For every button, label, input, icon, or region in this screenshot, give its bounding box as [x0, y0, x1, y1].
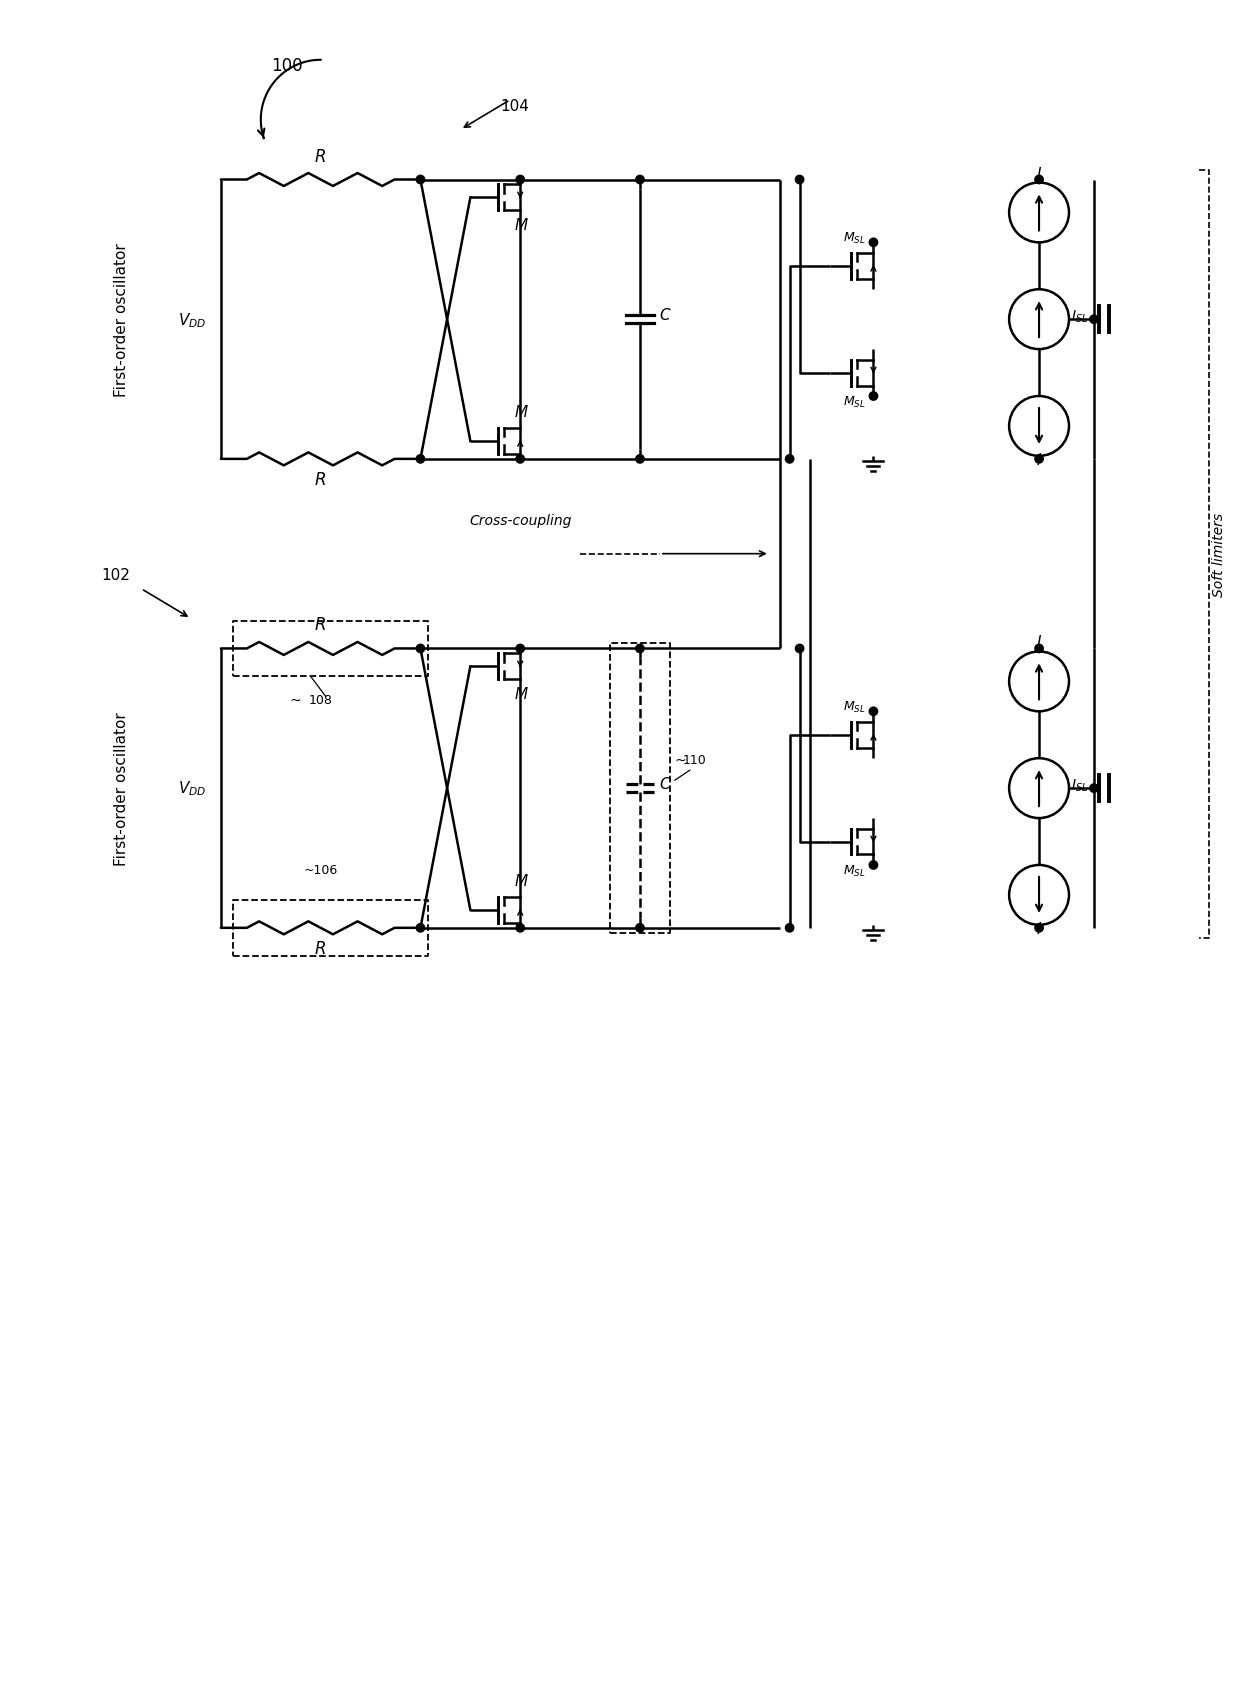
Text: R: R [315, 148, 326, 165]
Circle shape [516, 455, 525, 464]
Circle shape [869, 239, 878, 248]
Text: 104: 104 [500, 98, 529, 114]
Text: ~106: ~106 [304, 864, 337, 876]
Circle shape [516, 177, 525, 185]
Circle shape [1090, 784, 1099, 793]
Circle shape [1035, 455, 1043, 464]
Text: C: C [658, 776, 670, 791]
Text: $I_{SL}$: $I_{SL}$ [1071, 307, 1087, 324]
Circle shape [417, 924, 424, 932]
Circle shape [636, 455, 644, 464]
Text: R: R [315, 470, 326, 489]
Text: I: I [1037, 166, 1042, 182]
Text: 102: 102 [102, 567, 130, 582]
Circle shape [636, 177, 644, 185]
Text: First-order oscillator: First-order oscillator [114, 243, 129, 397]
Text: 108: 108 [309, 694, 332, 706]
Text: ~: ~ [675, 752, 686, 767]
Text: $M_{SL}$: $M_{SL}$ [843, 863, 866, 878]
Circle shape [785, 455, 794, 464]
Circle shape [417, 177, 424, 185]
Text: $I_{SL}$: $I_{SL}$ [1071, 776, 1087, 793]
Circle shape [1035, 924, 1043, 932]
Text: C: C [658, 307, 670, 323]
Text: R: R [315, 616, 326, 633]
Text: $V_{DD}$: $V_{DD}$ [177, 779, 206, 798]
Text: ~: ~ [290, 693, 301, 706]
Text: I: I [1037, 922, 1042, 936]
Text: First-order oscillator: First-order oscillator [114, 711, 129, 866]
Circle shape [417, 455, 424, 464]
Circle shape [516, 924, 525, 932]
Circle shape [795, 177, 804, 185]
Text: Cross-coupling: Cross-coupling [469, 513, 572, 528]
Circle shape [636, 924, 644, 932]
Text: $M_{SL}$: $M_{SL}$ [843, 231, 866, 246]
Circle shape [417, 645, 424, 654]
Text: M: M [515, 873, 528, 888]
Circle shape [636, 645, 644, 654]
Text: 100: 100 [270, 56, 303, 75]
Text: I: I [1037, 453, 1042, 467]
Circle shape [1090, 316, 1099, 324]
Circle shape [785, 924, 794, 932]
Text: $M_{SL}$: $M_{SL}$ [843, 394, 866, 409]
Text: M: M [515, 404, 528, 419]
Text: 110: 110 [683, 754, 707, 767]
Text: Soft limiters: Soft limiters [1211, 513, 1225, 596]
Circle shape [795, 645, 804, 654]
Circle shape [869, 392, 878, 401]
Circle shape [869, 708, 878, 717]
Circle shape [869, 861, 878, 869]
Text: M: M [515, 688, 528, 701]
Text: M: M [515, 219, 528, 233]
Text: R: R [315, 939, 326, 958]
Text: $V_{DD}$: $V_{DD}$ [177, 311, 206, 329]
Text: $M_{SL}$: $M_{SL}$ [843, 700, 866, 715]
Circle shape [1035, 177, 1043, 185]
Text: I: I [1037, 635, 1042, 650]
Circle shape [516, 645, 525, 654]
Circle shape [1035, 645, 1043, 654]
